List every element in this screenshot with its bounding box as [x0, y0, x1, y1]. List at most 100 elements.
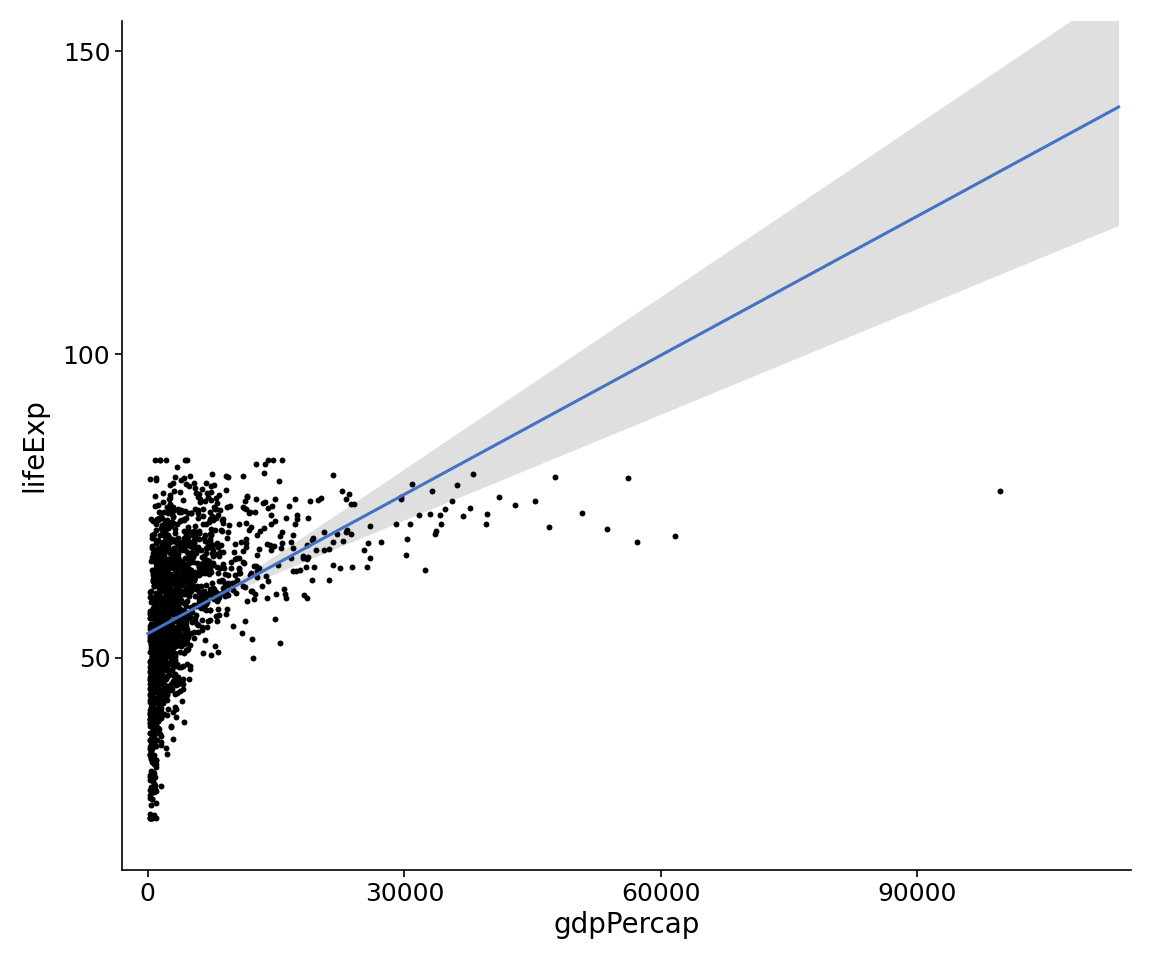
Point: [169, 632, 188, 647]
Point: [153, 557, 172, 572]
Point: [160, 573, 179, 588]
Point: [175, 595, 194, 611]
Point: [157, 660, 175, 675]
Point: [157, 588, 175, 603]
Point: [151, 628, 169, 643]
Point: [160, 491, 179, 506]
Point: [165, 627, 183, 642]
Point: [151, 609, 169, 624]
Point: [170, 645, 189, 660]
Point: [157, 662, 175, 678]
Point: [152, 608, 170, 623]
Point: [156, 600, 174, 615]
Point: [160, 597, 179, 612]
Point: [143, 635, 161, 650]
Point: [145, 591, 164, 607]
Point: [229, 560, 248, 575]
Point: [142, 810, 160, 826]
Point: [165, 629, 183, 644]
Point: [156, 573, 174, 588]
Point: [145, 631, 164, 646]
Point: [165, 503, 183, 518]
Point: [152, 619, 170, 635]
Point: [147, 651, 166, 666]
Point: [146, 678, 165, 693]
Point: [172, 604, 190, 619]
Point: [177, 544, 196, 560]
Point: [145, 599, 164, 614]
Point: [156, 561, 174, 576]
Point: [242, 584, 260, 599]
Point: [158, 575, 176, 590]
Point: [157, 551, 175, 566]
Point: [143, 628, 161, 643]
Point: [204, 581, 222, 596]
Point: [170, 581, 189, 596]
Point: [244, 591, 263, 607]
Point: [147, 592, 166, 608]
Point: [143, 622, 161, 637]
Point: [147, 636, 166, 651]
Point: [183, 570, 202, 586]
Point: [145, 645, 164, 660]
Point: [234, 468, 252, 484]
Point: [149, 588, 167, 603]
Point: [156, 568, 174, 584]
Point: [181, 661, 199, 677]
Point: [266, 612, 285, 627]
Point: [160, 502, 179, 517]
Point: [223, 583, 242, 598]
Point: [172, 674, 190, 689]
Point: [168, 550, 187, 565]
Point: [160, 492, 179, 507]
Point: [144, 756, 162, 771]
Point: [152, 580, 170, 595]
Point: [423, 483, 441, 498]
Point: [143, 539, 161, 554]
Point: [195, 553, 213, 568]
Point: [215, 588, 234, 604]
Point: [628, 535, 646, 550]
Point: [166, 574, 184, 589]
Point: [141, 725, 159, 740]
Point: [144, 578, 162, 593]
Point: [153, 551, 172, 566]
Point: [214, 560, 233, 575]
Point: [150, 620, 168, 636]
Point: [153, 610, 172, 625]
Point: [147, 599, 166, 614]
Point: [146, 602, 165, 617]
Point: [172, 540, 190, 555]
Point: [152, 653, 170, 668]
Point: [159, 623, 177, 638]
Point: [267, 586, 286, 601]
Point: [156, 658, 174, 673]
Point: [146, 498, 165, 514]
Point: [213, 557, 232, 572]
Point: [183, 554, 202, 569]
Point: [196, 601, 214, 616]
Point: [205, 522, 223, 538]
Point: [167, 586, 185, 601]
Point: [151, 636, 169, 652]
Point: [162, 677, 181, 692]
Point: [245, 587, 264, 602]
Point: [161, 683, 180, 698]
Point: [151, 614, 169, 630]
Point: [161, 477, 180, 492]
Point: [146, 659, 165, 674]
Point: [150, 626, 168, 641]
Point: [200, 602, 219, 617]
Point: [154, 607, 173, 622]
Point: [187, 588, 205, 603]
Point: [172, 592, 190, 608]
Point: [149, 532, 167, 547]
Point: [991, 484, 1009, 499]
Point: [143, 605, 161, 620]
Point: [149, 594, 167, 610]
Point: [242, 565, 260, 581]
Point: [177, 571, 196, 587]
Point: [209, 601, 227, 616]
Point: [160, 581, 179, 596]
Point: [188, 616, 206, 632]
